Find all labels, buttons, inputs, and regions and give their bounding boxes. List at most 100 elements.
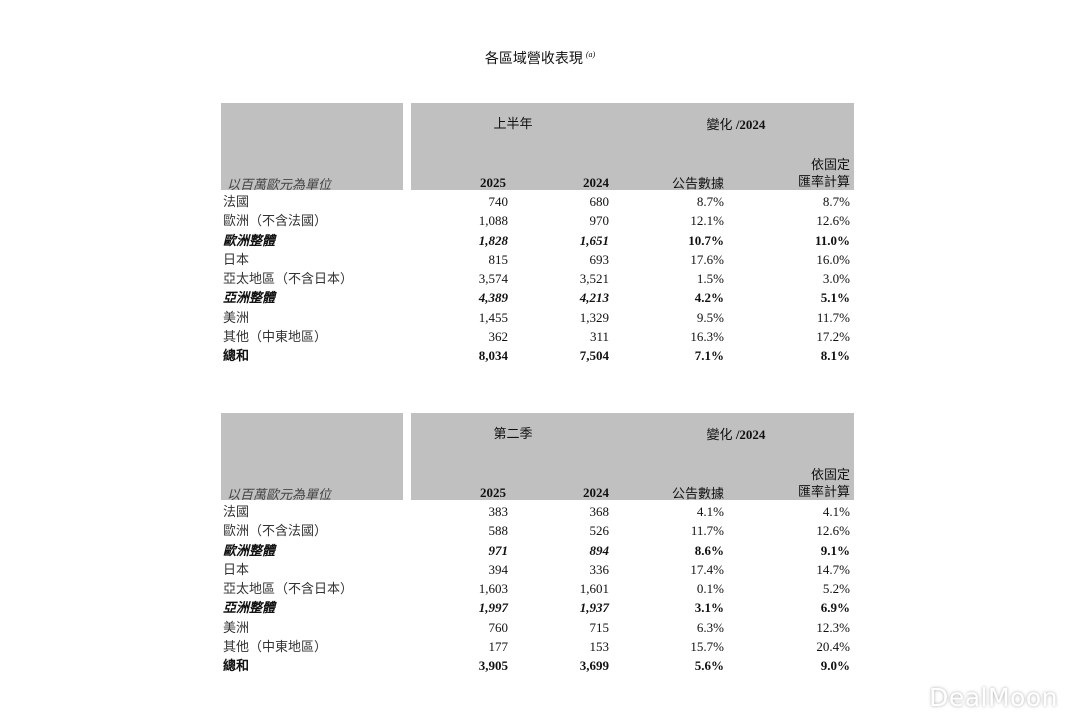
constant-line-1: 依固定	[810, 157, 850, 172]
value-2025: 588	[488, 523, 509, 539]
value-2025: 760	[488, 619, 509, 635]
change-reported: 11.7%	[690, 523, 724, 539]
region-label: 其他（中東地區）	[223, 639, 328, 655]
value-2025: 394	[488, 561, 509, 577]
title-text: 各區域營收表現	[484, 50, 583, 66]
change-header: 變化 /2024	[661, 114, 811, 133]
value-2024: 153	[589, 639, 610, 655]
value-2025: 3,574	[478, 271, 508, 287]
value-2024: 693	[589, 251, 610, 267]
value-2025: 1,828	[478, 232, 508, 248]
change-constant: 8.1%	[820, 348, 850, 364]
change-reported: 4.2%	[694, 290, 724, 306]
change-reported: 17.4%	[690, 561, 724, 577]
change-year: /2024	[735, 117, 766, 132]
table-row: 美洲 1,455 1,329 9.5% 11.7%	[221, 308, 854, 327]
value-2024: 1,329	[579, 309, 609, 325]
change-constant: 14.7%	[816, 561, 850, 577]
change-reported: 1.5%	[696, 271, 724, 287]
value-2024: 3,521	[579, 271, 609, 287]
watermark-logo: DealMoon	[929, 683, 1058, 712]
change-label: 變化	[706, 117, 733, 132]
change-reported: 4.1%	[696, 504, 724, 519]
change-constant: 11.0%	[814, 232, 850, 248]
table-row: 總和 8,034 7,504 7.1% 8.1%	[221, 346, 854, 365]
table-body: 法國 740 680 8.7% 8.7% 歐洲（不含法國） 1,088 970 …	[221, 192, 854, 366]
change-reported: 10.7%	[688, 232, 724, 248]
value-2024: 336	[589, 561, 610, 577]
change-constant: 12.6%	[816, 523, 850, 539]
col-header-2025: 2025	[480, 485, 506, 500]
period-header: 上半年	[493, 116, 533, 131]
change-constant: 4.1%	[822, 504, 850, 519]
change-reported: 17.6%	[690, 251, 724, 267]
region-label: 美洲	[223, 309, 250, 325]
table-row: 總和 3,905 3,699 5.6% 9.0%	[221, 656, 854, 675]
value-2025: 4,389	[478, 290, 508, 306]
change-reported: 6.3%	[696, 619, 724, 635]
region-label: 法國	[223, 194, 250, 209]
region-label: 亞洲整體	[223, 290, 276, 306]
table-row: 歐洲（不含法國） 588 526 11.7% 12.6%	[221, 521, 854, 540]
value-2024: 368	[589, 504, 610, 519]
title-footnote: (a)	[585, 50, 596, 60]
change-constant: 8.7%	[822, 194, 850, 209]
value-2025: 8,034	[478, 348, 508, 364]
value-2024: 894	[589, 542, 610, 558]
region-label: 日本	[223, 251, 250, 267]
change-reported: 16.3%	[690, 329, 724, 345]
change-reported: 3.1%	[694, 600, 724, 616]
region-label: 美洲	[223, 619, 250, 635]
region-label: 亞洲整體	[223, 600, 276, 616]
change-reported: 12.1%	[690, 213, 724, 229]
change-constant: 9.0%	[820, 658, 850, 674]
region-label: 亞太地區（不含日本）	[223, 271, 354, 287]
value-2024: 1,601	[579, 581, 609, 597]
change-constant: 12.3%	[816, 619, 850, 635]
change-constant: 11.7%	[816, 309, 850, 325]
col-header-2024: 2024	[583, 485, 609, 500]
header-shade-right	[411, 413, 854, 500]
table-row: 其他（中東地區） 177 153 15.7% 20.4%	[221, 637, 854, 656]
value-2025: 740	[488, 194, 509, 209]
change-reported: 8.6%	[694, 542, 724, 558]
value-2025: 1,997	[478, 600, 508, 616]
change-reported: 0.1%	[696, 581, 724, 597]
value-2025: 1,455	[478, 309, 508, 325]
region-label: 歐洲整體	[223, 542, 276, 558]
table-row: 亞洲整體 4,389 4,213 4.2% 5.1%	[221, 288, 854, 307]
value-2025: 3,905	[478, 658, 508, 674]
change-constant: 9.1%	[820, 542, 850, 558]
table-row: 法國 383 368 4.1% 4.1%	[221, 502, 854, 521]
value-2025: 177	[488, 639, 509, 655]
change-reported: 9.5%	[696, 309, 724, 325]
table-row: 日本 815 693 17.6% 16.0%	[221, 250, 854, 269]
change-constant: 17.2%	[816, 329, 850, 345]
table-row: 其他（中東地區） 362 311 16.3% 17.2%	[221, 327, 854, 346]
col-header-constant: 依固定匯率計算	[798, 156, 850, 190]
value-2025: 815	[488, 251, 509, 267]
value-2024: 715	[589, 619, 610, 635]
value-2024: 526	[589, 523, 610, 539]
col-header-constant: 依固定 匯率計算	[798, 466, 850, 500]
value-2024: 970	[589, 213, 610, 229]
col-header-2025: 2025	[480, 175, 506, 190]
value-2024: 1,651	[579, 232, 609, 248]
change-header: 變化 /2024	[661, 424, 811, 443]
change-constant: 20.4%	[816, 639, 850, 655]
page-title: 各區域營收表現 (a)	[0, 48, 1080, 68]
value-2024: 1,937	[579, 600, 609, 616]
value-2025: 971	[488, 542, 509, 558]
region-label: 其他（中東地區）	[223, 329, 328, 345]
change-constant: 16.0%	[816, 251, 850, 267]
header-shade-left	[221, 103, 403, 190]
value-2025: 1,603	[478, 581, 508, 597]
unit-label: 以百萬歐元為單位	[227, 177, 332, 192]
change-constant: 3.0%	[822, 271, 850, 287]
region-label: 歐洲（不含法國）	[223, 523, 328, 539]
change-constant: 5.1%	[820, 290, 850, 306]
region-label: 亞太地區（不含日本）	[223, 581, 354, 597]
table-row: 亞洲整體 1,997 1,937 3.1% 6.9%	[221, 598, 854, 617]
value-2024: 4,213	[579, 290, 609, 306]
constant-line-2: 匯率計算	[797, 174, 850, 189]
